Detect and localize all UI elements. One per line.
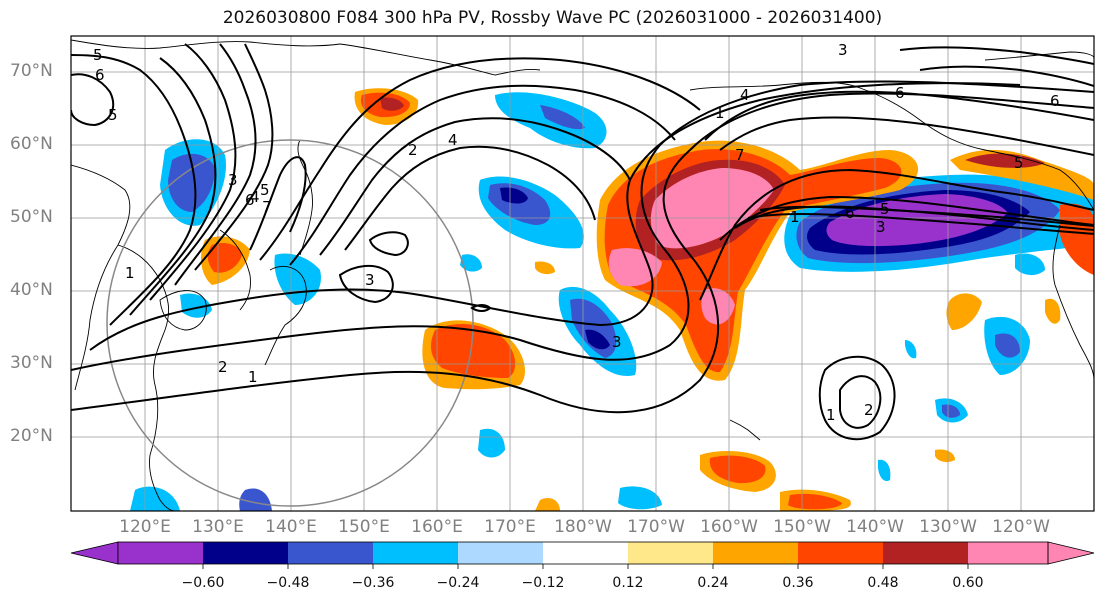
pv-anomaly-fill — [130, 88, 1094, 511]
contour-label: 5 — [1014, 154, 1024, 172]
contour-label: 3 — [612, 333, 622, 351]
colorbar-tick-label: 0.48 — [867, 575, 899, 591]
lon-label: 120°W — [992, 517, 1050, 537]
contour-label: 1 — [826, 406, 836, 424]
lon-label: 150°E — [338, 517, 390, 537]
colorbar-tick-label: −0.36 — [351, 575, 395, 591]
colorbar-bin — [288, 542, 373, 564]
contour-label: 1 — [715, 104, 725, 122]
colorbar-bin — [968, 542, 1048, 564]
contour-label: 2 — [218, 358, 228, 376]
graticule — [71, 36, 1094, 511]
colorbar-bin — [543, 542, 628, 564]
colorbar-tick-label: 0.24 — [697, 575, 729, 591]
lon-label: 160°E — [411, 517, 463, 537]
colorbar-bin — [798, 542, 883, 564]
colorbar-bin — [118, 542, 203, 564]
colorbar-tick-label: −0.60 — [181, 575, 225, 591]
contour-label: 2 — [864, 401, 874, 419]
contour-label: 1 — [790, 208, 800, 226]
colorbar-tick-label: 0.36 — [782, 575, 814, 591]
lon-label: 130°W — [919, 517, 977, 537]
pv-contours — [71, 43, 1094, 441]
lon-label: 170°E — [484, 517, 536, 537]
colorbar-tick-label: 0.12 — [612, 575, 644, 591]
colorbar-extend-low — [70, 541, 119, 565]
colorbar-tick-label: 0.60 — [952, 575, 984, 591]
contour-label: 3 — [228, 171, 238, 189]
map-plot: 1 2 3 4 5 6 7 3 3 4 5 6 1 2 1 1 2 3 4 5 … — [71, 36, 1094, 511]
contour-label: 7 — [735, 146, 745, 164]
colorbar-bin — [883, 542, 968, 564]
contour-label: 5 — [260, 181, 270, 199]
chart-title: 2026030800 F084 300 hPa PV, Rossby Wave … — [222, 8, 883, 28]
contour-label: 6 — [245, 191, 255, 209]
lat-label: 60°N — [10, 134, 53, 154]
reference-circle — [106, 139, 474, 507]
contour-label: 4 — [740, 86, 750, 104]
contour-label: 4 — [250, 188, 260, 206]
contour-label: 3 — [838, 41, 848, 59]
contour-label: 5 — [108, 106, 118, 124]
colorbar — [70, 541, 1095, 569]
lon-label: 170°W — [627, 517, 685, 537]
contour-label: 1 — [125, 264, 135, 282]
contour-label: 6 — [1050, 92, 1060, 110]
lon-label: 120°E — [119, 517, 171, 537]
colorbar-bin — [373, 542, 458, 564]
plot-frame — [70, 35, 1095, 512]
contour-label: 6 — [95, 66, 105, 84]
contour-label: 6 — [895, 84, 905, 102]
contour-label: 7 — [262, 198, 272, 216]
contour-labels: 1 2 3 4 5 6 7 3 3 4 5 6 1 2 1 1 2 3 4 5 … — [93, 41, 1060, 424]
colorbar-tick-label: −0.24 — [436, 575, 480, 591]
contour-label: 5 — [880, 200, 890, 218]
colorbar-bin — [203, 542, 288, 564]
colorbar-bin — [713, 542, 798, 564]
lon-label: 180°W — [554, 517, 612, 537]
colorbar-tick-label: −0.48 — [266, 575, 310, 591]
contour-label: 3 — [876, 218, 886, 236]
lon-label: 160°W — [700, 517, 758, 537]
colorbar-bin — [628, 542, 713, 564]
lon-label: 140°E — [265, 517, 317, 537]
lat-label: 30°N — [10, 353, 53, 373]
contour-label: 6 — [845, 204, 855, 222]
contour-label: 5 — [93, 46, 103, 64]
colorbar-bin — [458, 542, 543, 564]
colorbar-extend-high — [1047, 541, 1095, 565]
lon-label: 150°W — [773, 517, 831, 537]
lat-label: 50°N — [10, 207, 53, 227]
contour-label: 1 — [248, 368, 258, 386]
lon-label: 130°E — [192, 517, 244, 537]
contour-label: 2 — [408, 141, 418, 159]
contour-label: 4 — [448, 131, 458, 149]
lat-label: 40°N — [10, 280, 53, 300]
colorbar-tick-label: −0.12 — [521, 575, 565, 591]
lat-label: 70°N — [10, 61, 53, 81]
contour-label: 3 — [365, 271, 375, 289]
lat-label: 20°N — [10, 426, 53, 446]
lon-label: 140°W — [846, 517, 904, 537]
